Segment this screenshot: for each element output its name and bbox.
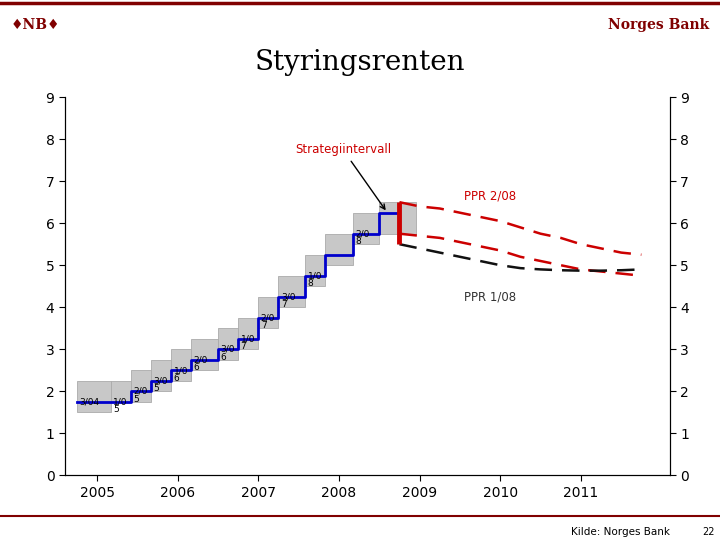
Bar [305,255,325,286]
Text: 1/0
8: 1/0 8 [307,272,322,288]
Text: 2/0
5: 2/0 5 [133,387,148,404]
Bar [400,202,415,234]
Bar [111,381,131,402]
Bar [279,276,305,307]
Text: 2/0
7: 2/0 7 [261,314,275,330]
Bar [171,349,192,381]
Text: 2/0
8: 2/0 8 [355,230,369,246]
Bar [238,318,258,349]
Text: 3/0
7: 3/0 7 [281,293,295,309]
Text: PPR 1/08: PPR 1/08 [464,290,516,303]
Bar [192,339,218,370]
Bar [353,213,379,244]
Text: Norges Bank: Norges Bank [608,18,709,31]
Text: 22: 22 [702,527,714,537]
Bar [77,381,111,412]
Bar [325,234,353,265]
Text: 2/0
6: 2/0 6 [194,355,208,373]
Text: ♦NB♦: ♦NB♦ [11,18,60,31]
Bar [131,370,151,402]
Text: 1/0
5: 1/0 5 [113,397,127,415]
Bar [218,328,238,360]
Bar [258,296,279,328]
Text: Styringsrenten: Styringsrenten [255,49,465,76]
Text: 1/0
6: 1/0 6 [174,366,188,383]
Text: 1/0
7: 1/0 7 [240,334,255,352]
Text: PPR 2/08: PPR 2/08 [464,190,516,202]
Text: 3/0
6: 3/0 6 [220,345,235,362]
Text: 3/04: 3/04 [79,397,99,407]
Text: Kilde: Norges Bank: Kilde: Norges Bank [571,527,670,537]
Bar [151,360,171,391]
Bar [379,202,400,234]
Text: 3/0
5: 3/0 5 [153,376,168,394]
Text: Strategiintervall: Strategiintervall [295,143,391,209]
